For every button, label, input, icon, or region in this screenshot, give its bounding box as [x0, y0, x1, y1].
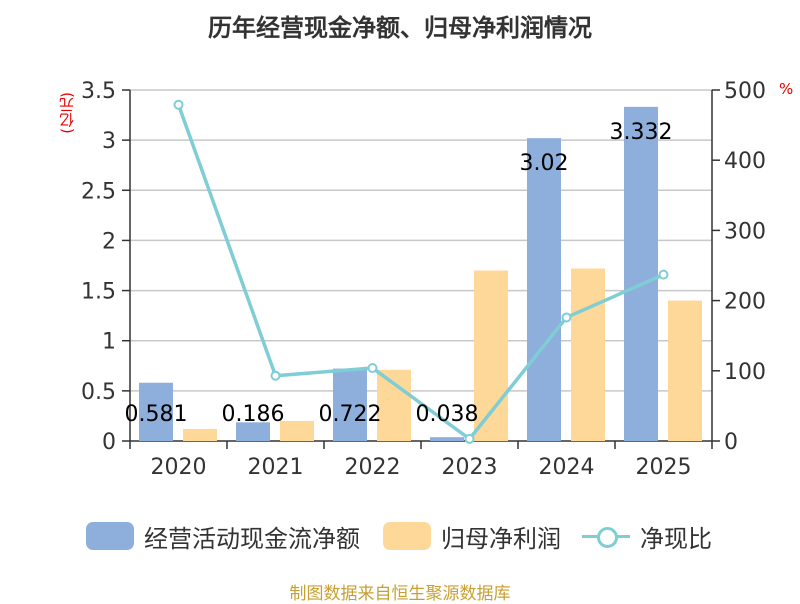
x-axis-tick-label: 2020 — [151, 455, 207, 480]
bar-cash-flow — [430, 437, 464, 441]
right-axis-tick-label: 400 — [724, 149, 766, 174]
point-net-cash-ratio — [173, 99, 184, 110]
bar-cash-flow — [139, 382, 173, 441]
point-net-cash-ratio — [367, 362, 378, 373]
legend-swatch-profit — [383, 522, 431, 550]
line-net-cash-ratio — [176, 104, 665, 441]
bar-net-profit — [183, 428, 217, 441]
legend: 经营活动现金流净额 归母净利润 净现比 — [0, 516, 800, 556]
chart-title: 历年经营现金净额、归母净利润情况 — [208, 14, 592, 42]
left-axis-tick-label: 2 — [102, 229, 116, 254]
legend-label-profit: 归母净利润 — [441, 524, 561, 553]
point-net-cash-ratio — [464, 433, 475, 444]
legend-item-ratio[interactable]: 净现比 — [582, 516, 712, 556]
x-axis-tick-label: 2024 — [539, 455, 595, 480]
bar-net-profit — [571, 268, 605, 441]
point-net-cash-ratio — [658, 269, 669, 280]
x-axis-tick-label: 2021 — [248, 455, 304, 480]
data-label-cash-flow: 3.02 — [520, 151, 569, 176]
data-label-cash-flow: 0.186 — [222, 402, 285, 427]
right-axis-tick-label: 0 — [724, 430, 738, 455]
right-axis-tick-label: 500 — [724, 79, 766, 104]
left-axis-tick-label: 2.5 — [81, 179, 116, 204]
bar-net-profit — [377, 369, 411, 441]
legend-item-cash[interactable]: 经营活动现金流净额 — [86, 516, 360, 556]
legend-swatch-cash — [86, 522, 134, 550]
bar-net-profit — [474, 270, 508, 441]
left-axis-tick-label: 0.5 — [81, 380, 116, 405]
bar-cash-flow — [333, 368, 367, 441]
legend-item-profit[interactable]: 归母净利润 — [383, 516, 561, 556]
source-note: 制图数据来自恒生聚源数据库 — [289, 584, 511, 604]
legend-line-ratio-icon — [582, 522, 630, 550]
legend-label-ratio: 净现比 — [640, 524, 712, 553]
data-label-cash-flow: 3.332 — [610, 120, 673, 145]
bar-cash-flow — [624, 106, 658, 442]
x-axis-tick-label: 2022 — [345, 455, 401, 480]
bar-net-profit — [668, 300, 702, 441]
legend-label-cash: 经营活动现金流净额 — [144, 524, 360, 553]
left-axis-tick-label: 1.5 — [81, 280, 116, 305]
data-label-cash-flow: 0.038 — [416, 402, 479, 427]
left-axis-tick-label: 3.5 — [81, 79, 116, 104]
right-axis-tick-label: 300 — [724, 219, 766, 244]
right-axis-tick-label: 200 — [724, 290, 766, 315]
point-net-cash-ratio — [270, 370, 281, 381]
point-net-cash-ratio — [561, 312, 572, 323]
x-axis-tick-label: 2023 — [442, 455, 498, 480]
right-axis-tick-label: 100 — [724, 360, 766, 385]
right-axis-unit: % — [779, 80, 794, 98]
left-axis-tick-label: 0 — [102, 430, 116, 455]
bar-net-profit — [280, 420, 314, 441]
left-axis-tick-label: 3 — [102, 129, 116, 154]
x-axis-tick-label: 2025 — [636, 455, 692, 480]
data-label-cash-flow: 0.581 — [125, 402, 188, 427]
bar-cash-flow — [527, 138, 561, 441]
left-axis-tick-label: 1 — [102, 330, 116, 355]
data-label-cash-flow: 0.722 — [319, 402, 382, 427]
bar-cash-flow — [236, 422, 270, 441]
